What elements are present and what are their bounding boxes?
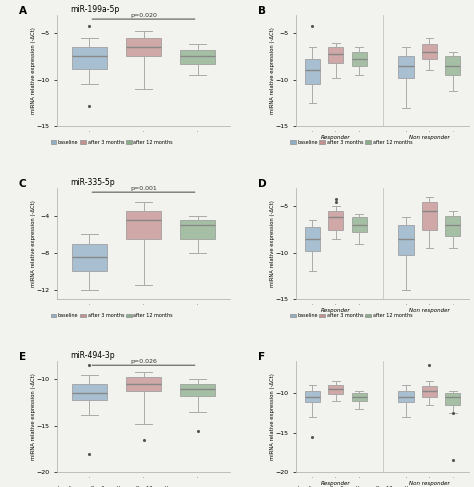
Text: p=0.026: p=0.026 [130,359,157,364]
Text: p=0.001: p=0.001 [130,186,157,191]
PathPatch shape [328,211,343,229]
Y-axis label: miRNA relative expression (-ΔCt): miRNA relative expression (-ΔCt) [270,27,275,114]
Text: Non responder: Non responder [409,135,450,140]
PathPatch shape [305,391,320,402]
PathPatch shape [72,384,107,400]
PathPatch shape [445,393,460,405]
Legend: baseline, after 3 months, after 12 months: baseline, after 3 months, after 12 month… [290,486,412,487]
Text: D: D [258,179,266,189]
PathPatch shape [328,385,343,394]
PathPatch shape [422,386,437,396]
Text: E: E [19,352,26,362]
Y-axis label: miRNA relative expression (-ΔCt): miRNA relative expression (-ΔCt) [270,373,275,460]
PathPatch shape [399,391,414,402]
PathPatch shape [352,393,367,401]
Text: C: C [19,179,27,189]
Y-axis label: miRNA relative expression (-ΔCt): miRNA relative expression (-ΔCt) [31,373,36,460]
PathPatch shape [352,52,367,66]
PathPatch shape [305,227,320,251]
Legend: baseline, after 3 months, after 12 months: baseline, after 3 months, after 12 month… [51,140,173,145]
Legend: baseline, after 3 months, after 12 months: baseline, after 3 months, after 12 month… [51,486,173,487]
PathPatch shape [72,244,107,271]
Y-axis label: miRNA relative expression (-ΔCt): miRNA relative expression (-ΔCt) [31,200,36,287]
PathPatch shape [126,377,161,391]
PathPatch shape [399,56,414,78]
Text: miR-494-3p: miR-494-3p [71,351,115,360]
PathPatch shape [328,47,343,63]
Text: miR-199a-5p: miR-199a-5p [71,5,120,14]
PathPatch shape [422,202,437,229]
PathPatch shape [126,38,161,56]
PathPatch shape [180,50,215,64]
Y-axis label: miRNA relative expression (-ΔCt): miRNA relative expression (-ΔCt) [31,27,36,114]
PathPatch shape [126,211,161,239]
PathPatch shape [72,47,107,69]
PathPatch shape [445,216,460,236]
Text: A: A [19,6,27,16]
Text: Responder: Responder [321,308,351,313]
Legend: baseline, after 3 months, after 12 months: baseline, after 3 months, after 12 month… [51,313,173,318]
PathPatch shape [352,218,367,232]
PathPatch shape [305,59,320,84]
PathPatch shape [180,384,215,396]
Text: Non responder: Non responder [409,308,450,313]
Legend: baseline, after 3 months, after 12 months: baseline, after 3 months, after 12 month… [290,140,412,145]
Text: B: B [258,6,266,16]
Text: Non responder: Non responder [409,481,450,487]
Legend: baseline, after 3 months, after 12 months: baseline, after 3 months, after 12 month… [290,313,412,318]
Text: miR-335-5p: miR-335-5p [71,178,115,187]
Text: p=0.020: p=0.020 [130,13,157,18]
PathPatch shape [445,56,460,75]
Text: F: F [258,352,265,362]
Text: Responder: Responder [321,135,351,140]
PathPatch shape [399,225,414,255]
Y-axis label: miRNA relative expression (-ΔCt): miRNA relative expression (-ΔCt) [270,200,275,287]
PathPatch shape [180,220,215,239]
Text: Responder: Responder [321,481,351,487]
PathPatch shape [422,44,437,59]
